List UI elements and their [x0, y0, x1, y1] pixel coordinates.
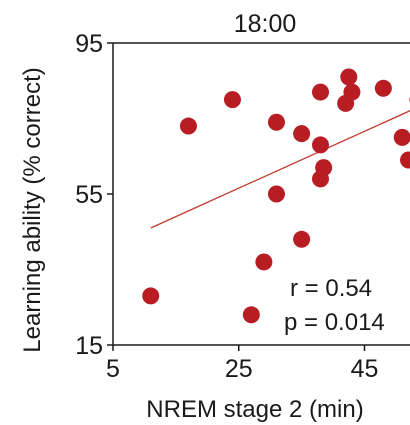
data-point [242, 306, 260, 324]
data-point [142, 287, 160, 305]
data-point [293, 230, 311, 248]
x-tick-label: 25 [225, 355, 253, 383]
y-axis-label: Learning ability (% correct) [19, 67, 46, 352]
data-point [267, 113, 285, 131]
y-tick-label: 95 [75, 30, 103, 58]
data-point [311, 136, 329, 154]
x-axis-label: NREM stage 2 (min) [146, 396, 363, 423]
annotation-r-value: r = 0.54 [290, 275, 372, 302]
data-point [311, 83, 329, 101]
data-point [293, 125, 311, 143]
data-point [267, 185, 285, 203]
trend-line [150, 110, 410, 229]
x-tick-label: 5 [106, 355, 120, 383]
y-tick-label: 55 [75, 181, 103, 209]
data-point [400, 151, 410, 169]
data-point [223, 91, 241, 109]
data-point [340, 68, 358, 86]
y-tick-label: 15 [75, 332, 103, 360]
data-point [179, 117, 197, 135]
x-tick-label: 45 [351, 355, 379, 383]
x-ticks: 5 25 45 [106, 345, 378, 383]
y-ticks: 15 55 95 [75, 30, 113, 360]
data-point [393, 128, 410, 146]
chart-title: 18:00 [234, 10, 297, 38]
data-point [255, 253, 273, 271]
annotation-p-value: p = 0.014 [284, 309, 385, 336]
data-point [343, 83, 361, 101]
data-point [311, 170, 329, 188]
data-point [374, 79, 392, 97]
plot-area [142, 68, 410, 324]
